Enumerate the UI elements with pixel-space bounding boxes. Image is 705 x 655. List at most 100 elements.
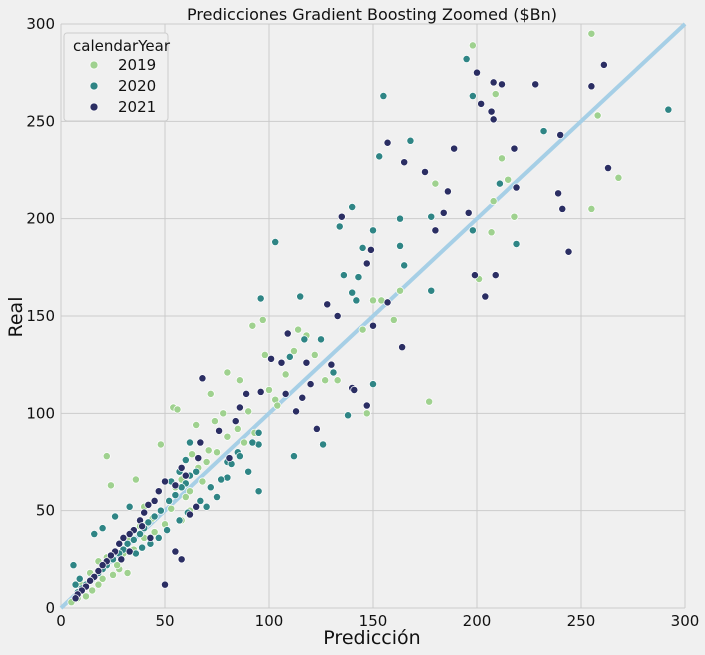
point-2020 [495,179,504,188]
point-2021 [383,298,392,307]
legend-label-2019: 2019 [118,56,156,74]
point-2020 [335,222,344,231]
point-2020 [290,452,298,461]
point-2020 [352,296,361,305]
point-2019 [204,446,213,455]
point-2020 [539,127,548,136]
y-tick-label: 100 [26,404,55,422]
point-2020 [400,261,409,270]
point-2020 [379,92,388,100]
point-2019 [281,370,290,379]
point-2021 [171,481,180,490]
legend-box [63,32,169,122]
point-2021 [302,358,311,367]
point-2021 [86,576,95,585]
point-2020 [406,136,415,145]
point-2021 [215,426,224,435]
point-2020 [254,487,263,496]
point-2021 [487,107,496,116]
point-2021 [383,138,392,147]
reference-line [59,22,687,610]
point-2020 [235,452,244,461]
point-2021 [470,271,479,280]
point-2020 [154,533,163,542]
point-2021 [431,226,440,235]
point-2020 [150,512,159,521]
point-2019 [210,417,219,426]
point-2021 [398,343,407,352]
point-2019 [362,409,371,418]
point-2020 [248,438,257,447]
point-2019 [358,325,367,334]
point-2020 [396,241,404,250]
x-tick-label: 50 [155,612,174,630]
point-2021 [115,539,124,548]
legend-marker-2020 [89,81,99,91]
point-2021 [177,463,186,472]
point-2020 [358,243,367,252]
legend-label-2020: 2020 [118,77,156,95]
point-2021 [298,393,307,402]
point-2021 [306,380,315,389]
point-2019 [235,376,244,385]
point-2021 [323,300,332,309]
point-2020 [136,530,144,538]
point-2020 [664,105,673,114]
point-2020 [175,516,184,525]
point-2020 [144,518,153,527]
y-axis-label: Real [5,297,27,338]
point-2019 [258,315,267,324]
point-2019 [186,487,194,496]
point-2021 [564,247,573,256]
point-2020 [296,292,305,301]
point-2021 [267,354,276,363]
point-2019 [167,504,176,513]
point-2021 [362,401,371,410]
point-2020 [348,203,357,211]
point-2021 [350,386,359,394]
point-2021 [421,167,429,176]
point-2019 [248,321,257,330]
point-2019 [223,432,232,441]
point-2021 [119,533,128,542]
point-2019 [240,438,248,447]
point-2021 [558,204,567,213]
point-2021 [473,68,481,77]
point-2019 [106,481,115,490]
point-2021 [140,508,149,517]
x-tick-label: 100 [255,612,284,630]
point-2021 [196,438,205,447]
point-2019 [109,570,117,579]
point-2021 [512,183,521,192]
point-2021 [161,477,169,486]
point-2019 [510,212,519,221]
point-2019 [614,173,623,182]
point-2020 [344,411,352,420]
point-2021 [161,580,169,589]
point-2021 [450,144,459,153]
point-2020 [427,212,436,221]
point-2020 [468,226,477,235]
point-2021 [146,533,155,542]
point-2019 [396,286,404,295]
point-2020 [254,428,263,437]
point-2019 [593,111,602,120]
point-2021 [556,131,565,139]
point-2020 [217,475,226,484]
point-2020 [369,226,377,235]
point-2019 [131,475,140,484]
point-2020 [329,368,338,377]
point-2020 [129,535,138,544]
point-2020 [256,294,265,303]
point-2020 [192,467,201,476]
point-2019 [321,376,330,385]
point-2020 [138,543,147,552]
point-2019 [150,528,159,537]
point-2020 [171,491,180,500]
point-2021 [235,403,244,412]
point-2021 [71,594,80,603]
point-2021 [439,208,448,217]
point-2019 [198,477,207,486]
point-2021 [369,321,377,330]
point-2021 [283,329,292,338]
